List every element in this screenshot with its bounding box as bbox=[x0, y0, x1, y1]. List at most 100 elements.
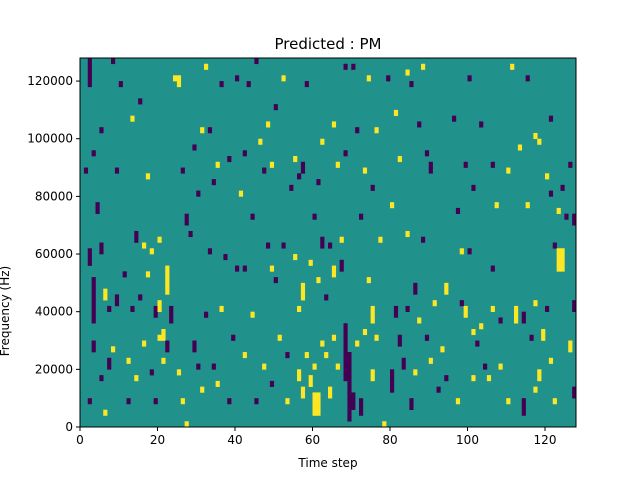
heatmap-cell-positive bbox=[339, 236, 344, 243]
heatmap-cell-positive bbox=[293, 156, 298, 163]
heatmap-cell-positive bbox=[355, 340, 360, 347]
heatmap-cell-positive bbox=[432, 300, 437, 307]
heatmap-cell-negative bbox=[235, 75, 240, 82]
x-tick-label: 0 bbox=[76, 433, 84, 447]
heatmap-cell-negative bbox=[196, 363, 201, 370]
heatmap-cell-negative bbox=[521, 311, 526, 324]
y-tick-label: 20000 bbox=[35, 362, 73, 376]
heatmap-cell-positive bbox=[165, 265, 170, 295]
heatmap-cell-positive bbox=[459, 248, 464, 255]
plot-frame bbox=[79, 57, 577, 428]
heatmap-cell-positive bbox=[510, 63, 515, 70]
heatmap-cell-negative bbox=[246, 81, 251, 88]
x-axis: 0 20 40 60 80 100 120 bbox=[76, 427, 556, 447]
heatmap-cell-positive bbox=[471, 328, 476, 336]
heatmap-cell-negative bbox=[192, 144, 197, 151]
heatmap-cell-negative bbox=[479, 121, 484, 128]
heatmap-cell-positive bbox=[533, 386, 538, 393]
heatmap-cell-negative bbox=[343, 323, 348, 382]
heatmap-cell-negative bbox=[266, 242, 271, 249]
heatmap-cell-positive bbox=[331, 121, 337, 128]
heatmap-cell-positive bbox=[200, 127, 205, 134]
x-axis-label: Time step bbox=[297, 456, 357, 470]
x-tick-label: 40 bbox=[227, 433, 242, 447]
heatmap-cell-positive bbox=[537, 138, 542, 145]
heatmap-cell-negative bbox=[219, 81, 224, 88]
heatmap-cell-negative bbox=[285, 352, 290, 359]
heatmap-cell-positive bbox=[362, 167, 368, 174]
heatmap-cell-positive bbox=[324, 352, 329, 359]
heatmap-cell-positive bbox=[285, 398, 290, 405]
heatmap-cell-positive bbox=[300, 282, 306, 301]
heatmap-cell-negative bbox=[548, 190, 554, 197]
heatmap-cell-positive bbox=[219, 305, 224, 312]
heatmap-cell-negative bbox=[490, 161, 495, 168]
heatmap-cell-positive bbox=[374, 127, 379, 134]
heatmap-cell-positive bbox=[331, 265, 337, 278]
heatmap-cell-positive bbox=[421, 63, 426, 70]
heatmap-cell-positive bbox=[517, 144, 523, 151]
heatmap-cell-negative bbox=[138, 98, 143, 105]
heatmap-cell-positive bbox=[277, 334, 282, 341]
heatmap-cell-positive bbox=[176, 369, 182, 376]
heatmap-cell-positive bbox=[103, 288, 108, 301]
heatmap-cell-positive bbox=[335, 363, 340, 370]
heatmap-cell-positive bbox=[335, 161, 340, 168]
heatmap-cell-positive bbox=[176, 75, 182, 88]
x-tick-label: 120 bbox=[534, 433, 557, 447]
heatmap-cell-negative bbox=[455, 207, 461, 214]
y-tick-label: 120000 bbox=[27, 74, 73, 88]
heatmap-cell-negative bbox=[467, 248, 472, 255]
heatmap-cell-positive bbox=[215, 161, 220, 168]
heatmap-cell-negative bbox=[87, 248, 92, 266]
heatmap-cell-negative bbox=[304, 81, 309, 88]
heatmap-cell-negative bbox=[343, 150, 348, 157]
heatmap-cell-negative bbox=[184, 213, 189, 226]
y-axis-label: Frequency (Hz) bbox=[0, 266, 12, 357]
heatmap-cell-negative bbox=[204, 311, 209, 318]
heatmap-cell-negative bbox=[118, 81, 123, 88]
heatmap-cell-positive bbox=[498, 363, 503, 370]
heatmap-cell-positive bbox=[405, 230, 410, 238]
heatmap-cell-negative bbox=[552, 242, 557, 249]
heatmap-cell-negative bbox=[568, 161, 573, 168]
heatmap-cell-positive bbox=[560, 248, 565, 272]
heatmap-cell-negative bbox=[180, 167, 185, 174]
heatmap-cell-positive bbox=[494, 202, 499, 209]
heatmap-cell-positive bbox=[440, 346, 445, 353]
heatmap-cell-positive bbox=[316, 277, 321, 284]
heatmap-cell-positive bbox=[541, 328, 546, 341]
heatmap-cell-negative bbox=[91, 277, 96, 324]
heatmap-cell-negative bbox=[87, 58, 92, 88]
heatmap-cell-negative bbox=[393, 305, 399, 318]
heatmap-cell-negative bbox=[475, 340, 480, 347]
heatmap-cell-positive bbox=[269, 161, 275, 168]
heatmap-cell-positive bbox=[111, 346, 116, 353]
heatmap-cell-positive bbox=[486, 375, 492, 382]
heatmap-cell-positive bbox=[545, 173, 550, 180]
heatmap-cell-positive bbox=[506, 167, 511, 174]
heatmap-cell-positive bbox=[173, 75, 178, 82]
plot-area bbox=[79, 57, 577, 428]
heatmap-cell-positive bbox=[161, 328, 166, 341]
heatmap-cell-positive bbox=[533, 132, 538, 140]
heatmap-cell-negative bbox=[525, 75, 530, 82]
heatmap-cell-positive bbox=[134, 375, 139, 382]
heatmap-cell-positive bbox=[103, 409, 108, 416]
heatmap-cell-negative bbox=[235, 265, 240, 272]
heatmap-cell-positive bbox=[145, 271, 151, 278]
heatmap-cell-negative bbox=[111, 58, 116, 65]
heatmap-cell-negative bbox=[289, 184, 294, 191]
heatmap-cell-positive bbox=[250, 311, 255, 318]
heatmap-cell-positive bbox=[331, 334, 337, 341]
heatmap-cell-positive bbox=[490, 305, 495, 312]
heatmap-cell-negative bbox=[328, 242, 333, 249]
heatmap-cell-negative bbox=[87, 398, 92, 405]
heatmap-cell-negative bbox=[300, 161, 306, 174]
heatmap-cell-positive bbox=[312, 392, 317, 416]
heatmap-cell-positive bbox=[428, 357, 433, 364]
heatmap-cell-negative bbox=[467, 75, 472, 82]
heatmap-cell-positive bbox=[297, 305, 302, 312]
heatmap-cell-negative bbox=[560, 184, 565, 191]
heatmap-cell-positive bbox=[382, 421, 387, 428]
